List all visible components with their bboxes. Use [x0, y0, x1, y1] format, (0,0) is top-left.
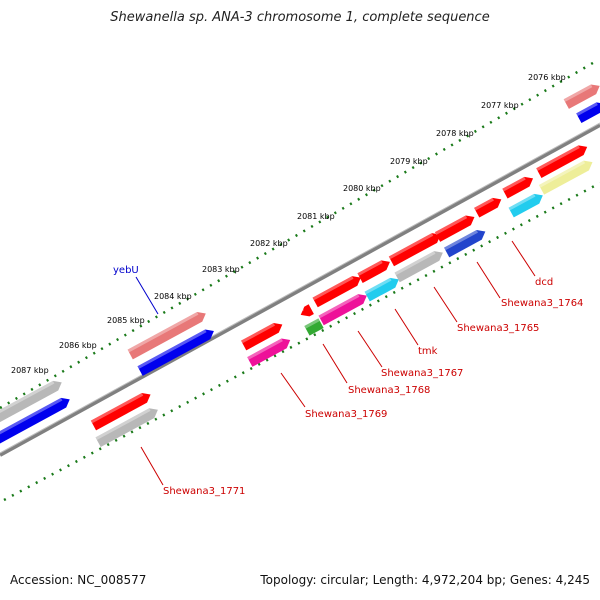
gene-block-red-c[interactable] — [241, 320, 285, 351]
gene-label[interactable]: Shewana3_1771 — [163, 486, 245, 497]
gene-block-red-h[interactable] — [474, 194, 504, 218]
gene-block-1769[interactable] — [247, 335, 293, 367]
gene-block-gray-b[interactable] — [0, 378, 64, 433]
kbp-tick-label: 2083 kbp — [202, 265, 240, 274]
kbp-tick-label: 2076 kbp — [528, 73, 566, 82]
gene-leader-line — [511, 240, 536, 277]
gene-block-red-i[interactable] — [502, 174, 535, 199]
chromosome-backbone-highlight — [0, 122, 600, 454]
map-title: Shewanella sp. ANA-3 chromosome 1, compl… — [110, 10, 490, 25]
gene-block-blue-b[interactable] — [0, 395, 72, 450]
gene-block-red-small[interactable] — [298, 304, 314, 319]
gene-block-tmk[interactable] — [394, 248, 446, 283]
gene-block-red-g[interactable] — [434, 212, 477, 242]
gene-block-yeb-pink[interactable] — [127, 309, 209, 360]
gene-block-red-b[interactable] — [90, 390, 153, 431]
gene-leader-line — [357, 330, 383, 368]
kbp-tick-label: 2081 kbp — [297, 212, 335, 221]
gene-block-red-j[interactable] — [536, 142, 590, 178]
gene-label[interactable]: yebU — [113, 265, 139, 276]
gene-block-red-f[interactable] — [388, 230, 443, 267]
gene-block-yeb-blue[interactable] — [137, 326, 216, 376]
kbp-tick-label: 2077 kbp — [481, 101, 519, 110]
gene-block-1764[interactable] — [508, 191, 546, 218]
gene-block-red-d[interactable] — [312, 273, 364, 308]
gene-block-dcd[interactable] — [538, 157, 595, 195]
gene-label[interactable]: tmk — [418, 346, 438, 357]
gene-block-red-e[interactable] — [357, 257, 392, 283]
gene-block-pink-a[interactable] — [563, 81, 600, 109]
accession-label: Accession: NC_008577 — [10, 573, 147, 587]
kbp-tick-label: 2085 kbp — [107, 316, 145, 325]
gene-label[interactable]: Shewana3_1767 — [381, 368, 463, 379]
gene-leader-line — [394, 308, 419, 346]
gene-leader-line — [135, 276, 159, 315]
kbp-tick-label: 2082 kbp — [250, 239, 288, 248]
kbp-tick-label: 2086 kbp — [59, 341, 97, 350]
gene-leader-line — [476, 261, 501, 299]
gene-label[interactable]: dcd — [535, 277, 553, 288]
genome-summary: Topology: circular; Length: 4,972,204 bp… — [260, 573, 590, 587]
gene-label[interactable]: Shewana3_1768 — [348, 385, 430, 396]
gene-block-1765[interactable] — [444, 227, 488, 258]
kbp-tick-label: 2079 kbp — [390, 157, 428, 166]
gene-leader-line — [280, 372, 306, 408]
gene-leader-line — [140, 446, 164, 486]
gene-label[interactable]: Shewana3_1764 — [501, 298, 583, 309]
gene-block-1767[interactable] — [364, 275, 402, 302]
gene-leader-line — [433, 286, 458, 323]
gene-block-1771[interactable] — [95, 405, 160, 448]
outer-dotted-track — [0, 58, 599, 410]
kbp-tick-label: 2087 kbp — [11, 366, 49, 375]
kbp-tick-label: 2078 kbp — [436, 129, 474, 138]
kbp-tick-label: 2080 kbp — [343, 184, 381, 193]
gene-block-green[interactable] — [304, 318, 324, 336]
gene-block-1768[interactable] — [318, 291, 370, 326]
gene-label[interactable]: Shewana3_1765 — [457, 323, 539, 334]
gene-block-blue-a[interactable] — [576, 99, 600, 123]
kbp-tick-label: 2084 kbp — [154, 292, 192, 301]
gene-label[interactable]: Shewana3_1769 — [305, 409, 387, 420]
chromosome-backbone — [0, 123, 600, 457]
gene-leader-line — [322, 343, 348, 384]
